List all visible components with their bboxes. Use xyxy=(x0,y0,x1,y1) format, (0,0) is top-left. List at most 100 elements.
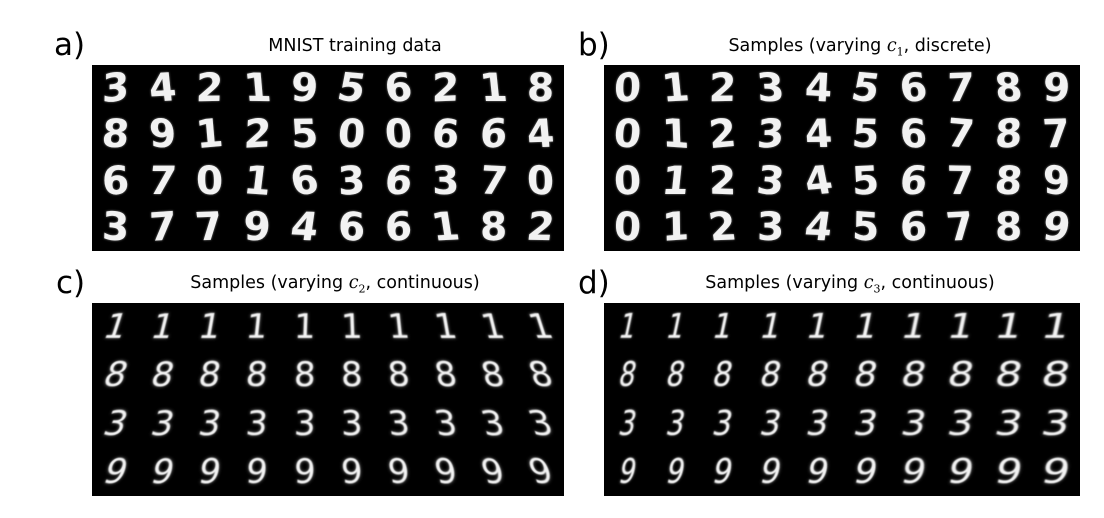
digit-cell: 5 xyxy=(842,158,890,205)
digit-cell: 4 xyxy=(794,65,842,112)
digit: 8 xyxy=(803,355,834,396)
digit: 1 xyxy=(98,307,133,348)
digit-cell: 1 xyxy=(652,158,700,205)
digit: 9 xyxy=(1042,158,1071,205)
digit: 3 xyxy=(336,158,367,205)
digit-cell: 3 xyxy=(747,65,795,112)
digit-cell: 6 xyxy=(375,205,422,252)
digit: 6 xyxy=(897,158,929,205)
digit-cell: 9 xyxy=(234,448,281,496)
digit: 3 xyxy=(292,403,316,444)
digit: 1 xyxy=(991,307,1027,348)
digit-cell: 0 xyxy=(517,158,564,205)
digit-cell: 1 xyxy=(281,303,328,351)
digit-cell: 1 xyxy=(699,303,747,351)
digit: 6 xyxy=(101,158,130,205)
digit: 9 xyxy=(523,451,558,492)
digit-cell: 1 xyxy=(186,303,233,351)
digit-cell: 9 xyxy=(92,448,139,496)
digit-cell: 8 xyxy=(470,351,517,399)
digit-cell: 8 xyxy=(890,351,938,399)
digit-cell: 8 xyxy=(985,351,1033,399)
digit-cell: 1 xyxy=(375,303,422,351)
digit-cell: 3 xyxy=(937,400,985,448)
digit-cell: 1 xyxy=(422,303,469,351)
digit: 1 xyxy=(241,65,273,112)
digit-cell: 8 xyxy=(985,158,1033,205)
panel-b-title-tail: , discrete) xyxy=(903,36,992,56)
panel-d-title-tail: , continuous) xyxy=(880,273,995,293)
digit: 3 xyxy=(101,65,130,112)
digit: 3 xyxy=(1037,403,1075,444)
digit: 1 xyxy=(428,204,464,251)
digit: 0 xyxy=(526,158,555,205)
digit-cell: 3 xyxy=(747,112,795,159)
digit-cell: 6 xyxy=(375,158,422,205)
digit: 3 xyxy=(146,403,179,444)
digit-cell: 7 xyxy=(139,158,186,205)
digit-cell: 1 xyxy=(890,303,938,351)
digit: 1 xyxy=(661,111,690,159)
digit: 3 xyxy=(803,403,834,444)
digit: 1 xyxy=(385,307,412,348)
digit-cell: 7 xyxy=(937,65,985,112)
panel-a-letter: a) xyxy=(54,27,86,63)
digit-cell: 9 xyxy=(375,448,422,496)
digit: 0 xyxy=(384,111,414,159)
digit: 3 xyxy=(850,403,882,444)
panel-c-letter: c) xyxy=(56,265,86,301)
digit: 9 xyxy=(146,451,179,492)
digit: 1 xyxy=(944,307,978,348)
digit-cell: 3 xyxy=(747,158,795,205)
digit: 3 xyxy=(101,204,130,252)
digit: 4 xyxy=(146,65,179,112)
digit-cell: 6 xyxy=(375,65,422,112)
digit-cell: 3 xyxy=(375,400,422,448)
digit-cell: 2 xyxy=(517,205,564,252)
digit-cell: 8 xyxy=(652,351,700,399)
digit-cell: 6 xyxy=(890,158,938,205)
digit-cell: 2 xyxy=(699,65,747,112)
digit: 1 xyxy=(340,307,364,348)
digit: 7 xyxy=(148,204,177,252)
digit-cell: 8 xyxy=(234,351,281,399)
digit: 2 xyxy=(709,158,737,205)
digit: 0 xyxy=(613,158,643,205)
panel-c-title-tail: , continuous) xyxy=(365,273,480,293)
digit: 1 xyxy=(477,307,510,348)
digit: 9 xyxy=(897,451,930,492)
digit: 4 xyxy=(803,112,834,158)
digit-cell: 6 xyxy=(328,205,375,252)
digit-cell: 5 xyxy=(842,112,890,159)
digit: 8 xyxy=(195,355,225,396)
digit-cell: 5 xyxy=(842,205,890,252)
digit: 8 xyxy=(991,355,1027,396)
digit-cell: 3 xyxy=(890,400,938,448)
panel-b-title-sub: 1 xyxy=(896,45,904,59)
digit: 1 xyxy=(146,307,179,348)
digit: 8 xyxy=(994,205,1023,251)
digit: 4 xyxy=(803,65,833,112)
digit-cell: 8 xyxy=(699,351,747,399)
digit-cell: 1 xyxy=(604,303,652,351)
digit-cell: 4 xyxy=(139,65,186,112)
digit: 0 xyxy=(612,111,644,158)
digit: 1 xyxy=(897,307,930,348)
digit: 5 xyxy=(850,112,881,158)
digit: 1 xyxy=(194,111,226,159)
digit-cell: 1 xyxy=(652,303,700,351)
digit: 3 xyxy=(897,403,930,444)
digit: 1 xyxy=(431,307,461,348)
digit: 3 xyxy=(431,403,461,444)
digit: 9 xyxy=(292,451,316,492)
digit-cell: 2 xyxy=(699,158,747,205)
digit: 1 xyxy=(1037,307,1075,348)
digit: 8 xyxy=(994,111,1023,159)
digit-cell: 3 xyxy=(699,400,747,448)
digit-cell: 5 xyxy=(281,112,328,159)
digit-cell: 4 xyxy=(794,205,842,252)
digit-cell: 8 xyxy=(517,351,564,399)
digit: 5 xyxy=(847,65,884,112)
